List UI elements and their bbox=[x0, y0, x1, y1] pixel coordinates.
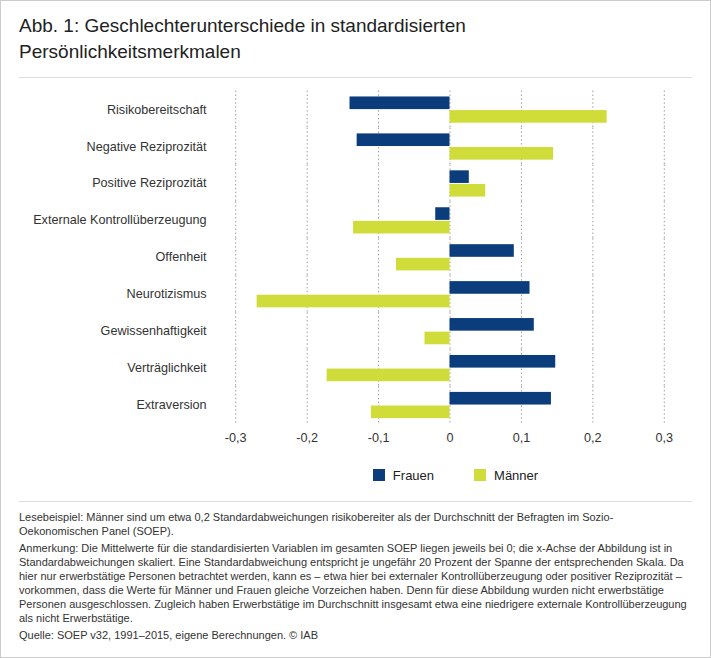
svg-text:-0,3: -0,3 bbox=[225, 431, 247, 445]
html-text:Anmerkung: Die Mittelwerte für: Anmerkung: Die Mittelwerte für die stand… bbox=[19, 542, 687, 624]
svg-text:0,2: 0,2 bbox=[584, 431, 602, 445]
svg-text:0,3: 0,3 bbox=[656, 431, 674, 445]
html-text:Abb. 1: Geschlechterunterschie: Abb. 1: Geschlechterunterschiede in stan… bbox=[19, 15, 466, 62]
svg-text:Gewissenhaftigkeit: Gewissenhaftigkeit bbox=[101, 324, 207, 338]
svg-text:Extraversion: Extraversion bbox=[136, 398, 206, 412]
svg-text:Risikobereitschaft: Risikobereitschaft bbox=[107, 103, 207, 117]
svg-text:Negative Reziprozität: Negative Reziprozität bbox=[87, 140, 207, 154]
svg-text:0,1: 0,1 bbox=[513, 431, 531, 445]
svg-text:Positive Reziprozität: Positive Reziprozität bbox=[92, 176, 207, 190]
svg-text:-0,2: -0,2 bbox=[296, 431, 318, 445]
svg-text:Offenheit: Offenheit bbox=[156, 250, 207, 264]
html-text:Frauen: Frauen bbox=[392, 467, 435, 483]
svg-text:Verträglichkeit: Verträglichkeit bbox=[127, 361, 207, 375]
html-text:Männer: Männer bbox=[494, 467, 539, 483]
svg-text:0: 0 bbox=[446, 431, 453, 445]
html-text:Quelle: SOEP v32, 1991–2015, e: Quelle: SOEP v32, 1991–2015, eigene Bere… bbox=[19, 629, 318, 641]
html-text:Lesebeispiel: Männer sind um e: Lesebeispiel: Männer sind um etwa 0,2 St… bbox=[19, 511, 614, 537]
svg-text:-0,1: -0,1 bbox=[368, 431, 390, 445]
svg-text:Neurotizismus: Neurotizismus bbox=[127, 287, 207, 301]
svg-text:Externale Kontrollüberzeugung: Externale Kontrollüberzeugung bbox=[33, 213, 206, 227]
